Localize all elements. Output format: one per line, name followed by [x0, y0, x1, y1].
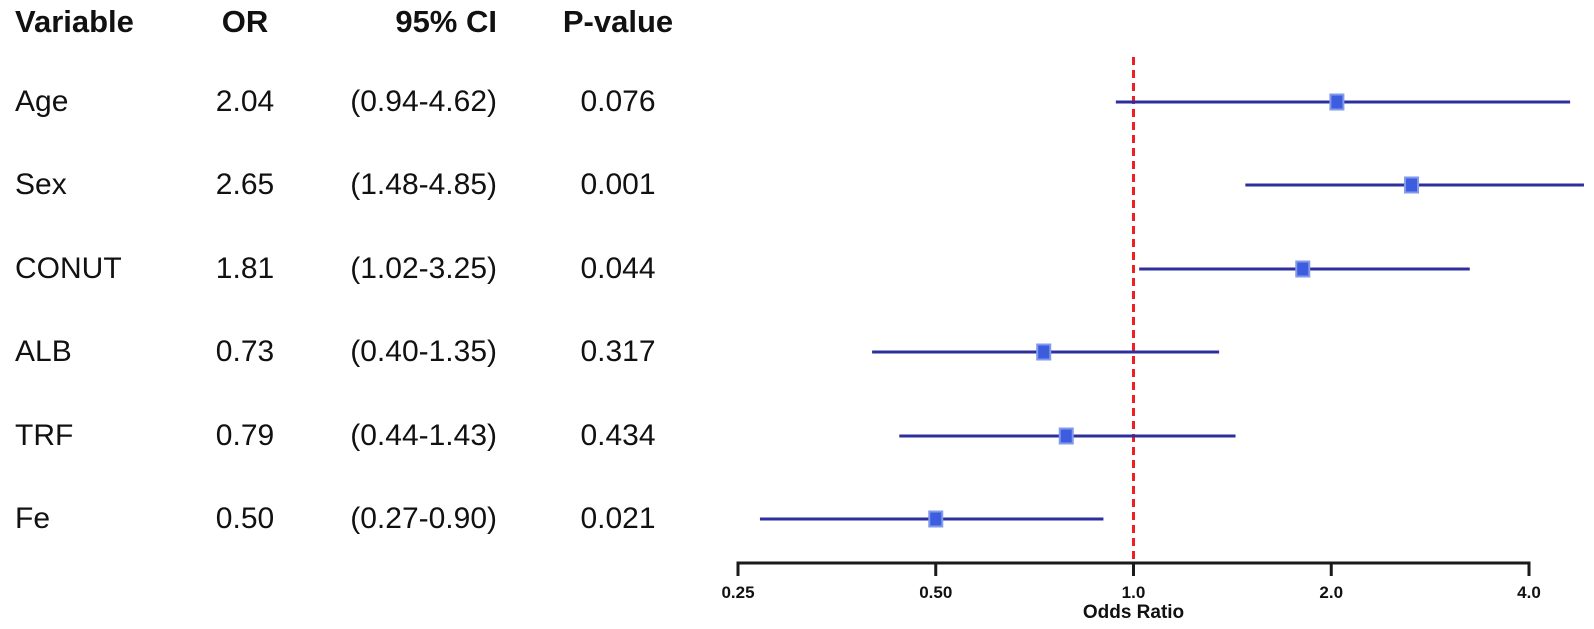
or-marker: [1036, 343, 1052, 361]
col-header-pvalue: P-value: [562, 4, 674, 39]
or-marker: [1329, 93, 1345, 111]
cell-or: 1.81: [215, 252, 275, 285]
cell-ci: (0.27-0.90): [350, 502, 497, 535]
cell-pvalue: 0.317: [580, 335, 656, 368]
cell-ci: (0.40-1.35): [350, 335, 497, 368]
cell-ci: (0.94-4.62): [350, 85, 497, 118]
cell-pvalue: 0.076: [580, 85, 656, 118]
cell-or: 2.04: [215, 85, 275, 118]
summary-table: Variable OR 95% CI P-value Age 2.04 (0.94-…: [0, 0, 720, 629]
cell-ci: (1.02-3.25): [350, 252, 497, 285]
cell-variable: Sex: [15, 168, 67, 201]
x-axis-tick-label: 2.0: [1319, 583, 1343, 602]
or-marker: [1058, 427, 1074, 445]
table-row: TRF 0.79 (0.44-1.43) 0.434: [0, 418, 720, 454]
col-header-variable: Variable: [15, 4, 134, 39]
cell-ci: (1.48-4.85): [350, 168, 497, 201]
table-row: Age 2.04 (0.94-4.62) 0.076: [0, 84, 720, 120]
or-marker: [1295, 260, 1311, 278]
x-axis-tick-label: 0.25: [721, 583, 754, 602]
cell-variable: Age: [15, 85, 69, 118]
cell-pvalue: 0.021: [580, 502, 656, 535]
cell-pvalue: 0.001: [580, 168, 656, 201]
table-row: Sex 2.65 (1.48-4.85) 0.001: [0, 167, 720, 203]
cell-or: 0.50: [215, 502, 275, 535]
cell-variable: Fe: [15, 502, 51, 535]
cell-or: 2.65: [215, 168, 275, 201]
cell-variable: CONUT: [15, 252, 122, 285]
table-row: Fe 0.50 (0.27-0.90) 0.021: [0, 501, 720, 537]
cell-variable: TRF: [15, 419, 74, 452]
x-axis-tick-label: 4.0: [1517, 583, 1541, 602]
table-header-row: Variable OR 95% CI P-value: [0, 4, 720, 40]
or-marker: [1404, 176, 1420, 194]
x-axis-tick-label: 0.50: [919, 583, 952, 602]
cell-variable: ALB: [15, 335, 72, 368]
cell-ci: (0.44-1.43): [350, 419, 497, 452]
table-row: CONUT 1.81 (1.02-3.25) 0.044: [0, 251, 720, 287]
cell-pvalue: 0.044: [580, 252, 656, 285]
col-header-ci: 95% CI: [395, 4, 497, 39]
x-axis-label: Odds Ratio: [1083, 602, 1184, 623]
cell-or: 0.73: [215, 335, 275, 368]
cell-or: 0.79: [215, 419, 275, 452]
x-axis-tick-label: 1.0: [1122, 583, 1146, 602]
or-marker: [928, 510, 944, 528]
col-header-or: OR: [221, 4, 269, 39]
table-row: ALB 0.73 (0.40-1.35) 0.317: [0, 334, 720, 370]
cell-pvalue: 0.434: [580, 419, 656, 452]
